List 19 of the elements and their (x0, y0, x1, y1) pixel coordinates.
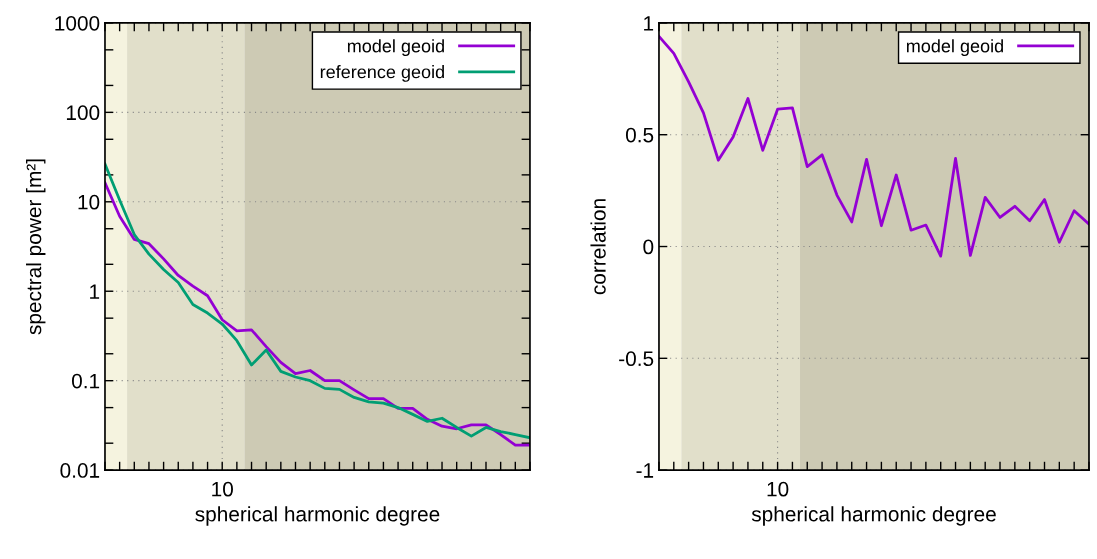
x-axis-title: spherical harmonic degree (195, 506, 440, 526)
y-tick-label: 1 (644, 16, 654, 31)
y-axis-title: spectral power [m²] (26, 159, 46, 335)
legend-label: reference geoid (320, 65, 444, 82)
y-tick-label: 10 (78, 194, 100, 210)
y-tick-label: -0.5 (619, 351, 654, 367)
legend-label: model geoid (347, 39, 444, 56)
y-tick-label: -1 (636, 463, 654, 478)
legend-label: model geoid (906, 39, 1003, 56)
y-tick-label: 0.1 (71, 373, 100, 389)
y-tick-label: 0 (643, 239, 654, 255)
y-tick-label: 0.01 (60, 463, 100, 478)
line-series (658, 34, 1089, 258)
y-tick-label: 1 (90, 284, 100, 299)
y-tick-label: 1000 (55, 15, 100, 31)
y-axis-title: correlation (590, 199, 606, 295)
x-axis-title: spherical harmonic degree (751, 506, 996, 526)
y-tick-label: 0.5 (625, 127, 654, 143)
y-tick-label: 100 (66, 105, 100, 121)
